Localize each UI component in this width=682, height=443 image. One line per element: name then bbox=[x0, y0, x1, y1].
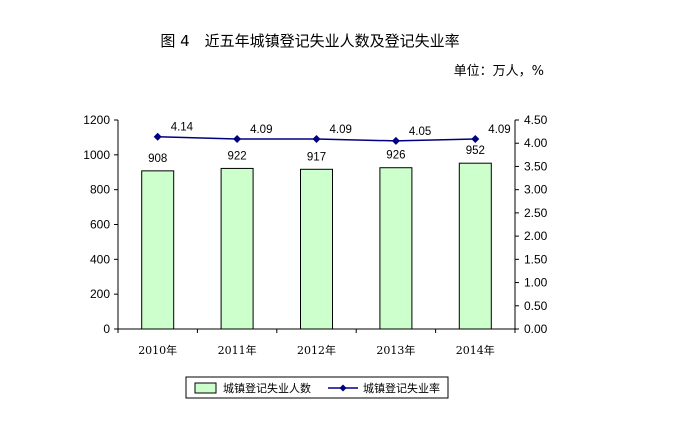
legend-line-marker bbox=[339, 384, 347, 392]
legend-box bbox=[185, 376, 449, 399]
right-tick-label: 2.00 bbox=[524, 229, 548, 243]
right-tick-label: 1.00 bbox=[524, 276, 548, 290]
axes: 0 200 400 600 800 1000 1200 0.00 0.50 1.00 1.50 2.0… bbox=[83, 113, 547, 357]
rate-value-label: 4.14 bbox=[171, 122, 194, 134]
x-tick-label: 2012年 bbox=[297, 343, 336, 357]
right-tick-label: 3.00 bbox=[524, 183, 548, 197]
right-tick-label: 4.50 bbox=[524, 113, 548, 127]
left-tick-label: 200 bbox=[90, 287, 110, 301]
bar-value-label: 926 bbox=[386, 150, 405, 162]
x-tick-label: 2014年 bbox=[456, 343, 495, 357]
bar-value-label: 952 bbox=[466, 145, 485, 157]
bar bbox=[458, 162, 492, 330]
legend-bar-swatch bbox=[194, 382, 217, 394]
rate-point bbox=[312, 135, 321, 144]
rate-point bbox=[471, 135, 480, 144]
bar bbox=[379, 167, 413, 330]
bar-series bbox=[141, 162, 492, 330]
bar bbox=[300, 168, 333, 330]
x-tick-label: 2013年 bbox=[376, 343, 415, 357]
left-tick-label: 400 bbox=[90, 252, 110, 266]
chart-title: 图 4 近五年城镇登记失业人数及登记失业率 bbox=[160, 32, 459, 50]
left-tick-label: 1000 bbox=[83, 148, 110, 162]
legend-line-label: 城镇登记失业率 bbox=[363, 381, 440, 395]
right-tick-label: 3.50 bbox=[524, 159, 548, 173]
line-series bbox=[153, 132, 480, 145]
right-tick-label: 1.50 bbox=[524, 252, 548, 266]
legend: 城镇登记失业人数 城镇登记失业率 bbox=[185, 376, 449, 399]
right-tick-label: 2.50 bbox=[524, 206, 548, 220]
right-tick-label: 4.00 bbox=[524, 136, 548, 150]
bar bbox=[141, 170, 175, 330]
rate-value-label: 4.09 bbox=[330, 124, 352, 136]
rate-value-label: 4.05 bbox=[409, 126, 431, 138]
bar-value-label: 917 bbox=[307, 151, 326, 163]
bar-value-label: 922 bbox=[228, 150, 247, 162]
left-tick-label: 600 bbox=[90, 218, 110, 232]
rate-point bbox=[233, 135, 242, 144]
rate-point bbox=[153, 132, 162, 141]
bar-value-label: 908 bbox=[148, 153, 167, 165]
left-tick-label: 800 bbox=[90, 183, 110, 197]
rate-value-label: 4.09 bbox=[488, 124, 510, 136]
unit-label: 单位：万人，% bbox=[454, 64, 544, 79]
rate-value-label: 4.09 bbox=[250, 124, 272, 136]
right-tick-label: 0.50 bbox=[524, 299, 548, 313]
right-tick-label: 0.00 bbox=[524, 322, 548, 336]
x-tick-label: 2010年 bbox=[138, 343, 177, 357]
bar bbox=[220, 167, 254, 330]
left-tick-label: 1200 bbox=[83, 113, 110, 127]
x-tick-label: 2011年 bbox=[218, 343, 257, 357]
rate-point bbox=[391, 136, 400, 145]
data-labels: 908 922 917 926 952 4.14 4.09 4.09 4.05 4.09 bbox=[148, 122, 511, 165]
left-tick-label: 0 bbox=[103, 322, 110, 336]
legend-bar-label: 城镇登记失业人数 bbox=[223, 381, 311, 395]
